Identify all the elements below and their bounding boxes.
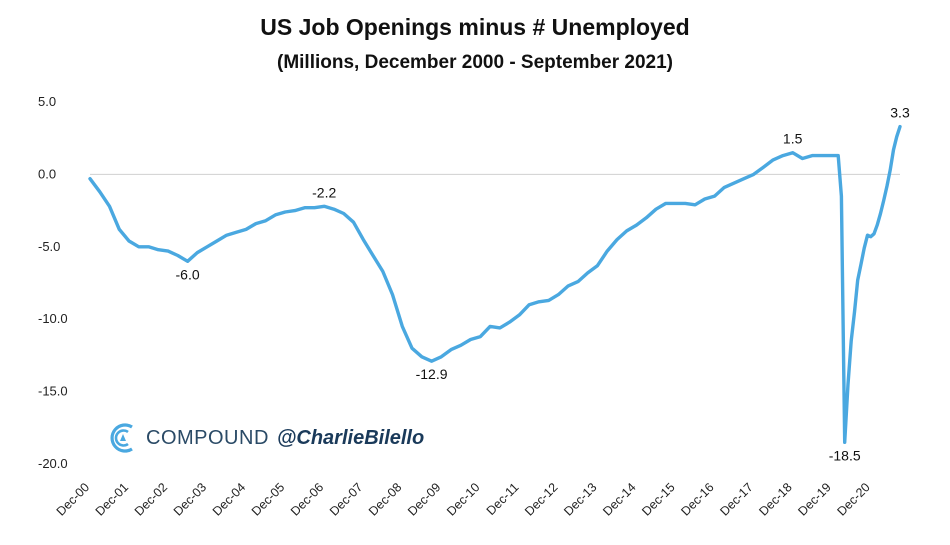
data-label: -18.5 [829, 447, 861, 463]
watermark-handle: @CharlieBilello [276, 426, 425, 449]
chart-subtitle: (Millions, December 2000 - September 202… [277, 52, 673, 73]
data-label: -12.9 [416, 366, 448, 382]
x-tick-label: Dec-15 [639, 480, 677, 518]
x-tick-label: Dec-13 [561, 480, 599, 518]
x-tick-label: Dec-05 [249, 480, 287, 518]
y-tick-label: -15.0 [38, 384, 68, 399]
x-tick-label: Dec-20 [834, 480, 872, 518]
data-label: 1.5 [783, 131, 803, 147]
y-tick-label: 5.0 [38, 94, 56, 109]
x-tick-label: Dec-14 [600, 480, 638, 518]
watermark-brand: COMPOUND [146, 426, 269, 449]
data-label: -6.0 [176, 266, 200, 282]
x-tick-label: Dec-03 [171, 480, 209, 518]
x-tick-label: Dec-02 [132, 480, 170, 518]
x-tick-label: Dec-11 [484, 480, 522, 518]
y-tick-label: 0.0 [38, 166, 56, 181]
compound-logo-icon [110, 423, 133, 453]
x-tick-label: Dec-10 [444, 480, 482, 518]
x-tick-label: Dec-06 [288, 480, 326, 518]
x-tick-label: Dec-00 [54, 480, 92, 518]
x-tick-label: Dec-01 [93, 480, 131, 518]
series-line [88, 124, 902, 444]
y-tick-label: -5.0 [38, 239, 60, 254]
x-tick-label: Dec-18 [756, 480, 794, 518]
y-tick-label: -20.0 [38, 456, 68, 471]
x-tick-label: Dec-09 [405, 480, 443, 518]
data-label: 3.3 [890, 105, 910, 121]
x-tick-label: Dec-16 [678, 480, 716, 518]
data-label: -2.2 [312, 184, 336, 200]
x-tick-label: Dec-07 [327, 480, 365, 518]
x-tick-label: Dec-08 [366, 480, 404, 518]
x-tick-label: Dec-04 [210, 480, 248, 518]
chart-title: US Job Openings minus # Unemployed [260, 14, 690, 40]
x-tick-label: Dec-17 [717, 480, 755, 518]
watermark: COMPOUND @CharlieBilello [108, 418, 424, 458]
y-tick-label: -10.0 [38, 311, 68, 326]
x-tick-label: Dec-12 [522, 480, 560, 518]
x-tick-label: Dec-19 [795, 480, 833, 518]
